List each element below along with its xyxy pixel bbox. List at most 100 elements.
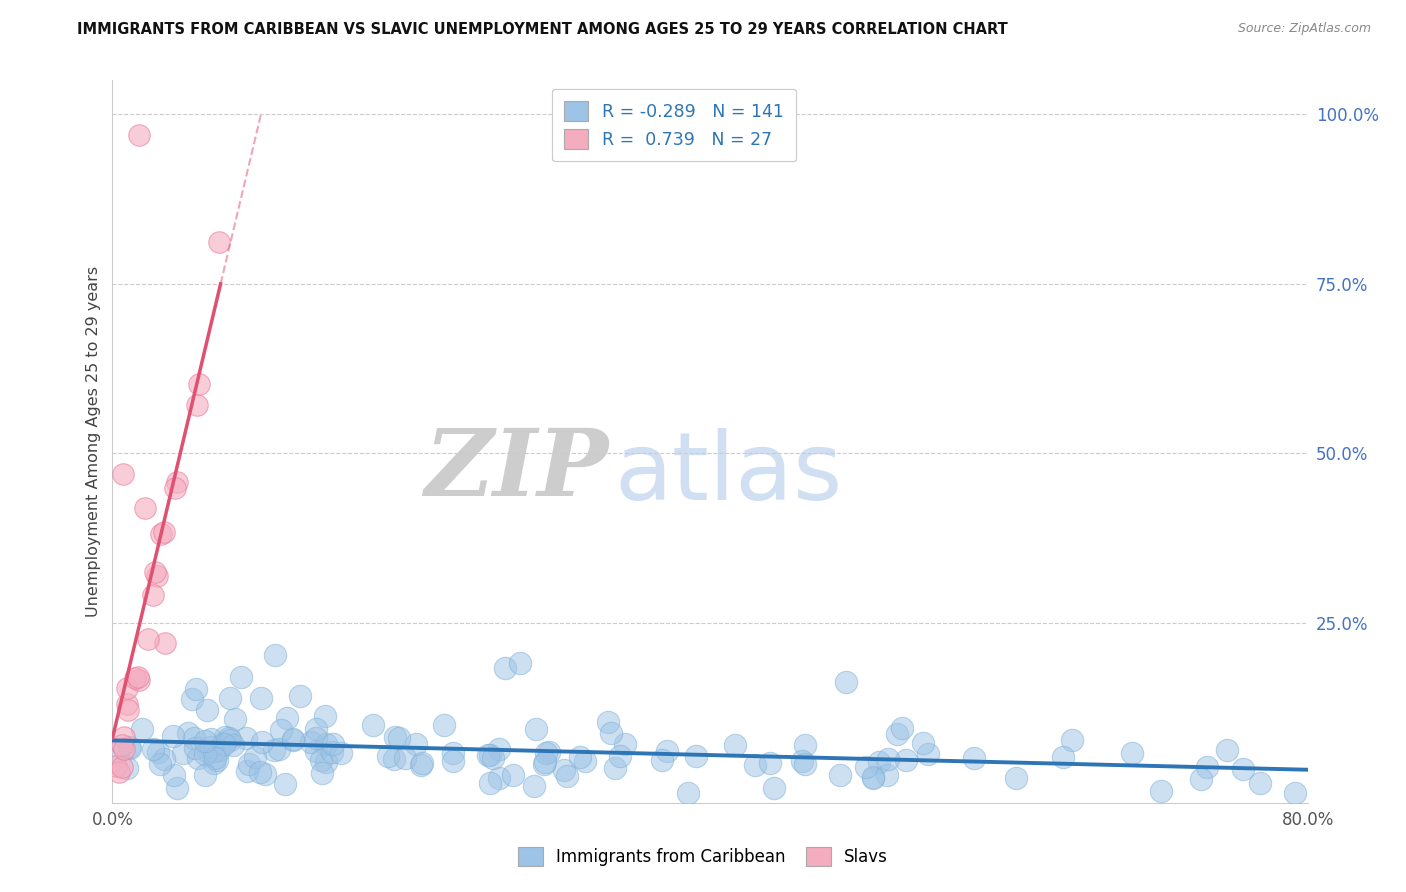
Point: [186, 398, 208, 412]
Point: [128, 673, 150, 687]
Point: [596, 715, 619, 730]
Point: [263, 648, 285, 662]
Point: [236, 764, 259, 778]
Point: [724, 738, 747, 752]
Point: [758, 756, 780, 770]
Point: [877, 752, 900, 766]
Point: [117, 703, 139, 717]
Text: IMMIGRANTS FROM CARIBBEAN VS SLAVIC UNEMPLOYMENT AMONG AGES 25 TO 29 YEARS CORRE: IMMIGRANTS FROM CARIBBEAN VS SLAVIC UNEM…: [77, 22, 1008, 37]
Point: [534, 746, 557, 760]
Point: [194, 734, 217, 748]
Point: [1197, 760, 1219, 774]
Point: [127, 670, 149, 684]
Point: [200, 739, 222, 754]
Point: [149, 756, 172, 771]
Point: [891, 721, 914, 735]
Point: [111, 467, 134, 481]
Point: [609, 749, 631, 764]
Point: [309, 753, 332, 767]
Point: [188, 376, 211, 391]
Point: [613, 737, 636, 751]
Point: [792, 754, 814, 768]
Point: [868, 755, 890, 769]
Point: [488, 771, 510, 785]
Point: [568, 749, 591, 764]
Point: [184, 681, 207, 696]
Point: [1121, 746, 1143, 760]
Point: [1249, 776, 1271, 790]
Point: [488, 742, 510, 756]
Point: [214, 737, 236, 751]
Point: [744, 757, 766, 772]
Point: [153, 636, 176, 650]
Point: [238, 756, 260, 771]
Point: [862, 770, 884, 784]
Point: [793, 738, 815, 752]
Point: [148, 746, 170, 760]
Legend: R = -0.289   N = 141, R =  0.739   N = 27: R = -0.289 N = 141, R = 0.739 N = 27: [553, 89, 796, 161]
Point: [276, 711, 298, 725]
Point: [146, 568, 169, 582]
Point: [117, 761, 139, 775]
Point: [605, 761, 627, 775]
Point: [118, 741, 141, 756]
Point: [150, 527, 173, 541]
Point: [166, 475, 188, 489]
Point: [222, 739, 245, 753]
Text: ZIP: ZIP: [425, 425, 609, 516]
Point: [763, 781, 786, 796]
Point: [208, 743, 231, 757]
Point: [281, 732, 304, 747]
Point: [534, 755, 557, 769]
Point: [200, 732, 222, 747]
Point: [494, 661, 516, 675]
Point: [134, 500, 156, 515]
Point: [197, 745, 219, 759]
Point: [574, 755, 596, 769]
Point: [1150, 784, 1173, 798]
Point: [411, 757, 433, 772]
Point: [896, 753, 918, 767]
Point: [433, 718, 456, 732]
Point: [172, 746, 194, 760]
Point: [537, 745, 560, 759]
Point: [252, 735, 274, 749]
Point: [441, 754, 464, 768]
Point: [1215, 743, 1237, 757]
Point: [441, 746, 464, 760]
Point: [136, 632, 159, 647]
Point: [107, 745, 129, 759]
Point: [218, 731, 240, 746]
Point: [835, 675, 858, 690]
Point: [311, 766, 333, 780]
Point: [382, 751, 405, 765]
Point: [250, 691, 273, 706]
Text: atlas: atlas: [614, 428, 842, 520]
Point: [214, 730, 236, 744]
Point: [142, 588, 165, 602]
Point: [142, 742, 165, 756]
Point: [145, 565, 167, 579]
Point: [862, 771, 884, 785]
Point: [523, 779, 546, 793]
Point: [509, 656, 531, 670]
Point: [1052, 750, 1074, 764]
Point: [963, 750, 986, 764]
Point: [131, 723, 153, 737]
Point: [115, 697, 138, 711]
Point: [886, 726, 908, 740]
Point: [411, 756, 433, 771]
Point: [204, 751, 226, 765]
Point: [229, 670, 252, 684]
Point: [305, 723, 328, 737]
Point: [482, 751, 505, 765]
Point: [1062, 733, 1084, 747]
Point: [274, 776, 297, 790]
Point: [253, 767, 276, 781]
Point: [153, 752, 176, 766]
Point: [267, 741, 290, 756]
Point: [105, 759, 128, 773]
Point: [478, 747, 501, 762]
Point: [557, 769, 579, 783]
Point: [321, 745, 343, 759]
